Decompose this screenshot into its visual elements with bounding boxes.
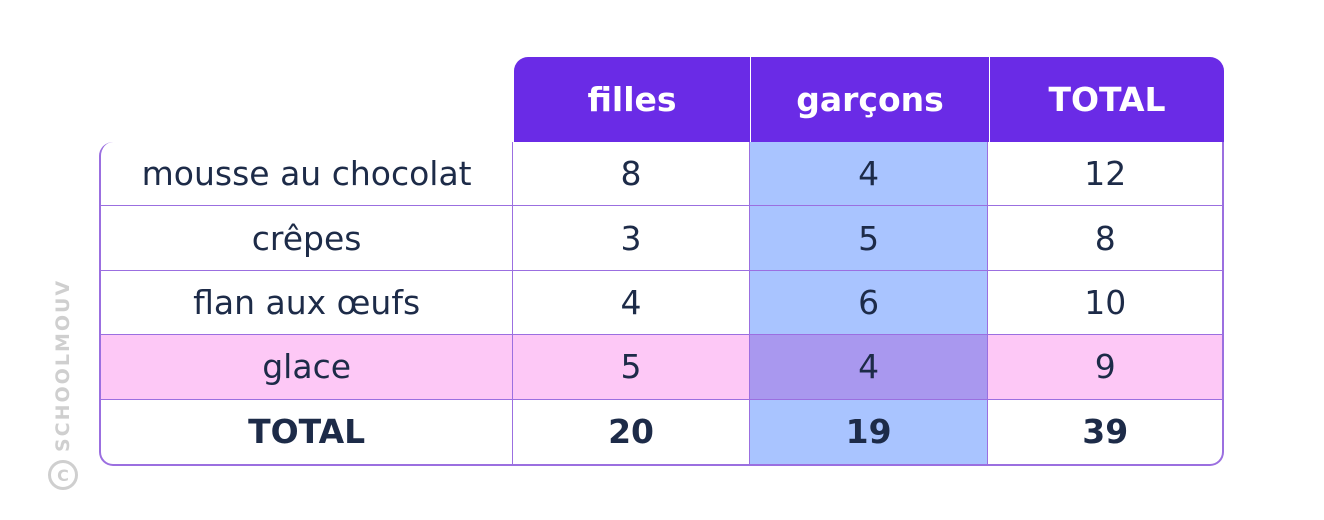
table-cell: 12: [1084, 154, 1127, 194]
column-header-filles: filles: [514, 57, 751, 142]
table-header: filles garçons TOTAL: [514, 57, 1224, 142]
watermark-text: SCHOOLMOUV: [52, 278, 74, 452]
table-row: crêpes 3 5 8: [101, 206, 1222, 271]
row-label: flan aux œufs: [101, 270, 514, 335]
row-label: glace: [101, 335, 514, 399]
table-cell: 8: [513, 142, 750, 206]
column-header-total: TOTAL: [1048, 80, 1166, 119]
table-cell: 3: [513, 206, 750, 270]
table-cell: 8: [1094, 218, 1116, 258]
copyright-icon: C: [48, 460, 78, 490]
table-cell: 4: [513, 270, 750, 335]
table-cell: 5: [513, 335, 750, 399]
schoolmouv-watermark: C SCHOOLMOUV: [48, 279, 78, 490]
table-row: flan aux œufs 4 6 10: [101, 270, 1222, 336]
table-cell: 19: [749, 399, 989, 464]
table-body: mousse au chocolat 8 4 12 crêpes 3 5 8 f…: [99, 142, 1224, 466]
table-cell: 20: [513, 399, 750, 464]
column-header-garcons: garçons: [751, 57, 990, 142]
table-cell-intersection: 4: [749, 335, 989, 399]
row-label: TOTAL: [101, 399, 514, 464]
table-row: mousse au chocolat 8 4 12: [101, 142, 1222, 207]
table-cell: 4: [749, 142, 989, 206]
table-cell: 6: [749, 270, 989, 335]
table-row-total: TOTAL 20 19 39: [101, 399, 1222, 464]
table-cell: 39: [1082, 412, 1129, 452]
table-cell: 9: [988, 335, 1222, 399]
table-cell: 5: [749, 206, 989, 270]
table-row-highlighted: glace 5 4 9: [101, 335, 1222, 400]
table-cell: 10: [1084, 282, 1127, 322]
row-label: mousse au chocolat: [101, 142, 514, 206]
row-label: crêpes: [101, 206, 514, 270]
